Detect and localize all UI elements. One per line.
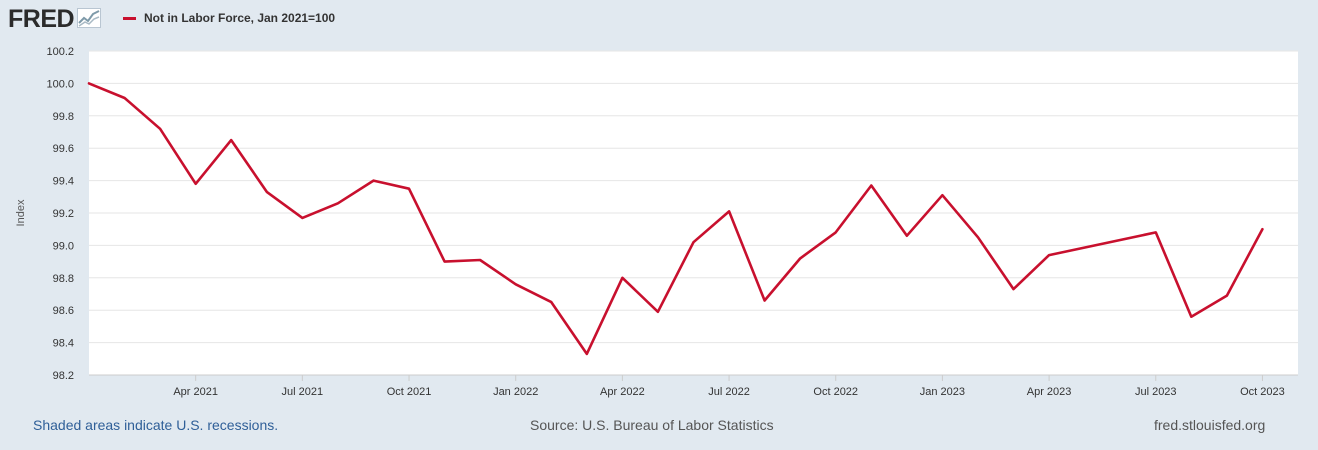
x-tick-label: Jul 2022 xyxy=(708,386,750,398)
recession-note: Shaded areas indicate U.S. recessions. xyxy=(33,417,279,433)
x-tick-label: Jul 2021 xyxy=(282,386,324,398)
y-tick-label: 98.2 xyxy=(53,370,74,382)
y-axis-title: Index xyxy=(15,199,27,226)
x-tick-label: Apr 2021 xyxy=(173,386,218,398)
x-tick-label: Oct 2021 xyxy=(387,386,432,398)
x-tick-label: Oct 2022 xyxy=(813,386,858,398)
series-line xyxy=(87,82,1264,356)
y-tick-label: 99.0 xyxy=(53,240,74,252)
x-tick-label: Jan 2022 xyxy=(493,386,538,398)
y-tick-label: 99.6 xyxy=(53,143,74,155)
y-tick-label: 99.2 xyxy=(53,208,74,220)
y-tick-label: 99.8 xyxy=(53,111,74,123)
x-tick-label: Oct 2023 xyxy=(1240,386,1285,398)
chart-legend: Not in Labor Force, Jan 2021=100 xyxy=(123,11,335,25)
fred-logo-text: FRED xyxy=(8,5,75,33)
y-tick-label: 100.2 xyxy=(46,46,74,58)
legend-label: Not in Labor Force, Jan 2021=100 xyxy=(144,11,336,25)
x-tick-label: Jul 2023 xyxy=(1135,386,1177,398)
line-chart[interactable]: 98.2 98.4 98.6 98.8 99.0 99.2 99.4 99.6 99.8 100.… xyxy=(0,40,1318,405)
x-tick-label: Apr 2022 xyxy=(600,386,645,398)
y-tick-label: 98.6 xyxy=(53,305,74,317)
source-note: Source: U.S. Bureau of Labor Statistics xyxy=(530,417,774,433)
y-tick-label: 98.4 xyxy=(53,338,74,350)
site-link[interactable]: fred.stlouisfed.org xyxy=(1154,417,1266,433)
y-tick-label: 99.4 xyxy=(53,176,74,188)
line-graph-icon xyxy=(77,8,102,28)
legend-swatch xyxy=(123,16,136,20)
y-tick-label: 98.8 xyxy=(53,273,74,285)
chart-header: FRED Not in Labor Force, Jan 2021=100 xyxy=(0,0,1318,40)
fred-logo[interactable]: FRED xyxy=(8,5,102,33)
y-tick-label: 100.0 xyxy=(46,78,74,90)
x-tick-label: Jan 2023 xyxy=(920,386,965,398)
x-tick-label: Apr 2023 xyxy=(1027,386,1072,398)
